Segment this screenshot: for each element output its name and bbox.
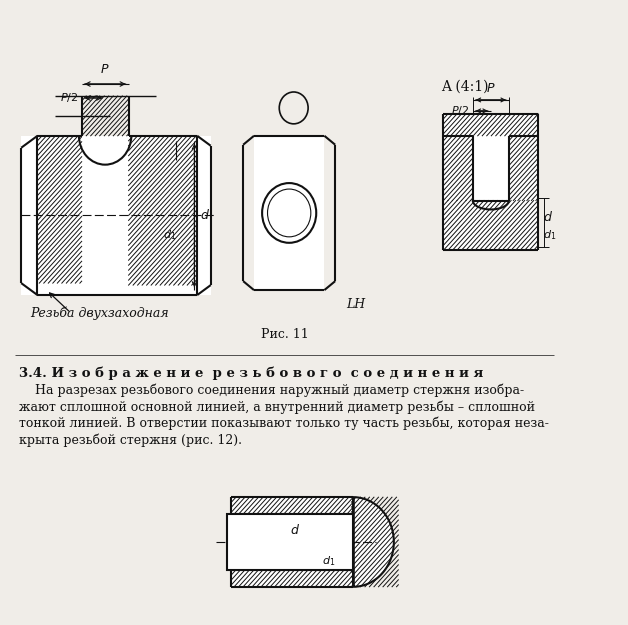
Text: LH: LH — [346, 298, 365, 311]
Text: $d$: $d$ — [290, 523, 300, 537]
Bar — [443, 114, 538, 250]
Circle shape — [262, 183, 317, 243]
Text: крыта резьбой стержня (рис. 12).: крыта резьбой стержня (рис. 12). — [19, 434, 242, 447]
Bar — [227, 514, 353, 570]
Polygon shape — [353, 497, 394, 587]
Text: $d$: $d$ — [200, 208, 210, 222]
Text: Рис. 11: Рис. 11 — [261, 328, 308, 341]
Text: На разрезах резьбового соединения наружный диаметр стержня изобра-: На разрезах резьбового соединения наружн… — [19, 383, 524, 397]
Circle shape — [279, 92, 308, 124]
Text: $P/2$: $P/2$ — [60, 91, 78, 104]
Text: $d_1$: $d_1$ — [543, 229, 556, 242]
Text: Резьба двухзаходная: Резьба двухзаходная — [30, 306, 169, 320]
Text: 3.4. И з о б р а ж е н и е  р е з ь б о в о г о  с о е д и н е н и я: 3.4. И з о б р а ж е н и е р е з ь б о в… — [19, 366, 484, 380]
Bar — [254, 136, 324, 290]
Circle shape — [268, 189, 311, 237]
Text: $P/2$: $P/2$ — [451, 104, 469, 118]
Text: $P$: $P$ — [100, 63, 110, 76]
Text: $d_1$: $d_1$ — [322, 554, 335, 568]
Text: $P$: $P$ — [486, 82, 495, 95]
Text: A: A — [288, 101, 299, 115]
Bar — [21, 136, 210, 295]
Text: A (4:1): A (4:1) — [441, 80, 488, 94]
Text: жают сплошной основной линией, а внутренний диаметр резьбы – сплошной: жают сплошной основной линией, а внутрен… — [19, 400, 536, 414]
Text: $d$: $d$ — [543, 211, 553, 224]
Text: $d_1$: $d_1$ — [163, 229, 176, 242]
Text: тонкой линией. В отверстии показывают только ту часть резьбы, которая неза-: тонкой линией. В отверстии показывают то… — [19, 417, 550, 431]
Bar — [232, 497, 358, 587]
